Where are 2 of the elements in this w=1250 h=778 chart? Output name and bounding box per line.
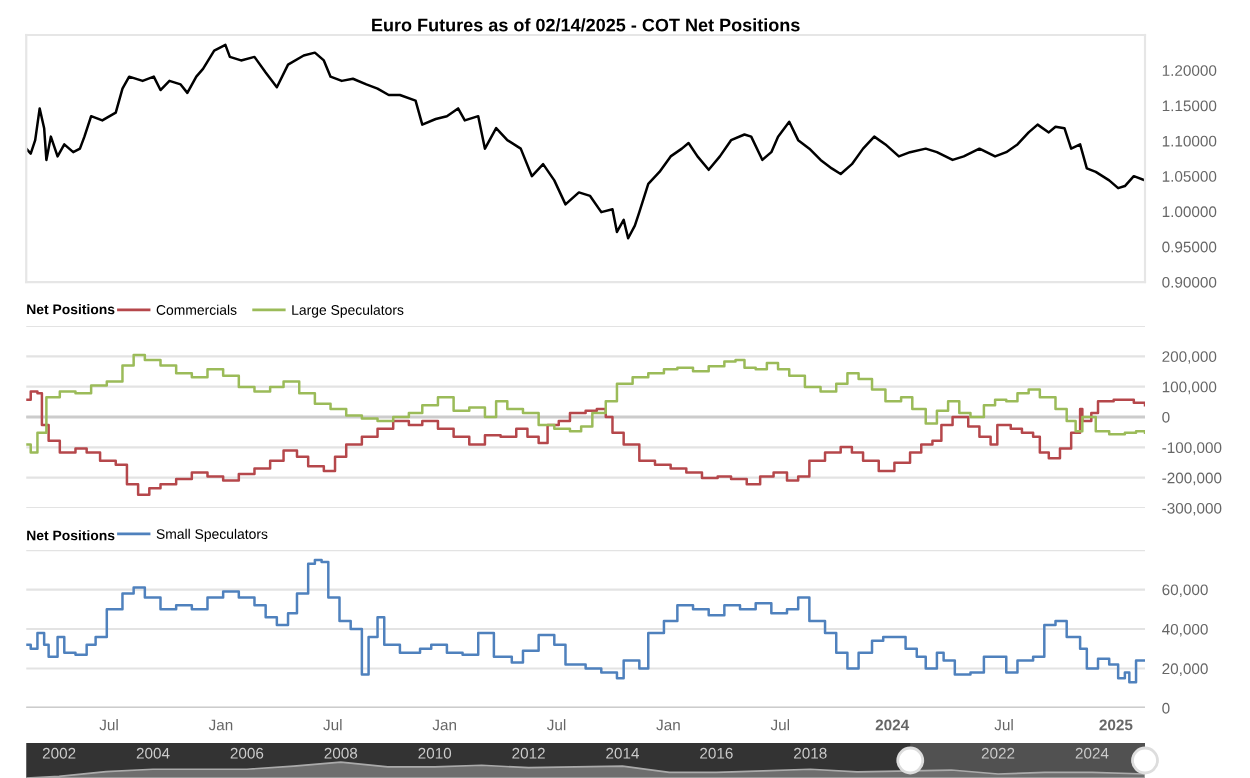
line-series [26, 43, 1145, 240]
chart-title: Euro Futures as of 02/14/2025 - COT Net Positions [372, 18, 800, 32]
